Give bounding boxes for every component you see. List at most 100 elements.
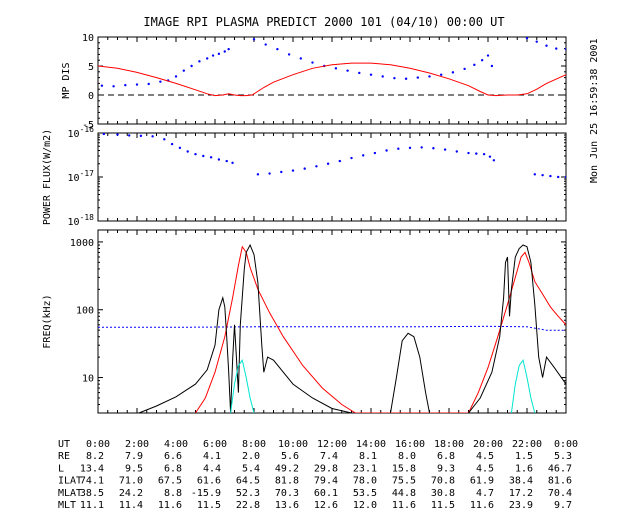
mp-distance-blue-point — [124, 83, 127, 87]
mp-distance-blue-point — [174, 75, 178, 78]
tick-exponent: -17 — [80, 169, 95, 178]
table-row-label: ILAT — [58, 476, 82, 487]
mp-distance-blue-2-point — [463, 67, 466, 71]
table-cell: 15.8 — [392, 463, 416, 474]
series-group — [102, 133, 566, 179]
power-flux-blue-3-point — [533, 173, 536, 176]
mp-distance-blue-point — [147, 82, 150, 86]
mp-distance-blue-2-point — [358, 71, 361, 75]
power-flux-blue-point — [209, 156, 213, 159]
table-cell: 70.8 — [431, 476, 455, 487]
power-flux-blue-point — [186, 150, 189, 153]
table-cell: 8.1 — [359, 451, 377, 462]
table-cell: 11.5 — [431, 500, 455, 511]
power-flux-blue-point — [151, 135, 154, 138]
orbit-table: UT 0:00 2:00 4:00 6:00 8:00 10:00 12:00 14:00 16:… — [58, 439, 578, 511]
table-cell: 53.5 — [353, 488, 377, 499]
table-cell: 1.6 — [515, 463, 533, 474]
black-left-line — [138, 243, 352, 413]
table-cell: 8.2 — [86, 451, 104, 462]
mp-distance-blue-2-point — [381, 75, 384, 78]
power-flux-blue-point — [128, 134, 131, 137]
table-cell: 14:00 — [356, 439, 386, 450]
mp-distance-blue-3-point — [535, 40, 538, 43]
mp-distance-blue-2-point — [473, 63, 476, 67]
table-cell: 18:00 — [434, 439, 464, 450]
table-cell: 81.6 — [548, 476, 572, 487]
table-cell: 78.0 — [353, 476, 377, 487]
table-cell: 23.1 — [353, 463, 377, 474]
table-cell: 0:00 — [554, 439, 578, 450]
mp-distance-blue-2-point — [369, 73, 373, 76]
mp-distance-blue-point — [190, 64, 193, 68]
power-flux-blue-2-point — [291, 169, 295, 172]
table-cell: 61.6 — [197, 476, 221, 487]
table-row-label: RE — [58, 451, 70, 462]
power-flux-blue-point — [231, 161, 234, 165]
table-cell: 8.0 — [398, 451, 416, 462]
table-cell: 44.8 — [392, 488, 416, 499]
y-tick-label: 10-17 — [68, 169, 95, 184]
table-cell: 9.7 — [554, 500, 572, 511]
black-right-line — [468, 244, 566, 413]
table-cell: 61.9 — [470, 476, 494, 487]
table-cell: 13.6 — [275, 500, 299, 511]
table-cell: 0:00 — [86, 439, 110, 450]
table-cell: 79.4 — [314, 476, 338, 487]
cyan-left-line — [230, 359, 255, 413]
table-row-label: MLAT — [58, 488, 82, 499]
mp-distance-blue-2-point — [287, 53, 291, 56]
mp-distance-blue-point — [159, 80, 162, 83]
power-flux-blue-point — [139, 134, 143, 138]
mp-distance-blue-point — [227, 47, 230, 51]
blue-flat-line — [98, 325, 566, 331]
power-flux-blue-3-point — [549, 174, 552, 178]
y-tick-label: 10 — [82, 374, 94, 385]
power-flux-blue-2-point — [420, 146, 423, 149]
mp-distance-blue-point — [100, 84, 104, 87]
table-cell: 30.8 — [431, 488, 455, 499]
mp-distance-blue-point — [198, 60, 201, 63]
y-tick-label: 10-18 — [68, 213, 95, 228]
mp-distance-blue-2-point — [440, 73, 443, 76]
power-flux-blue-2-point — [303, 167, 306, 170]
table-cell: 8.8 — [164, 488, 182, 499]
power-flux-blue-2-point — [268, 172, 271, 175]
figure-title: IMAGE RPI PLASMA PREDICT 2000 101 (04/10… — [143, 15, 504, 29]
table-cell: 38.4 — [509, 476, 533, 487]
table-cell: 11.6 — [470, 500, 494, 511]
table-cell: 71.0 — [119, 476, 143, 487]
table-cell: 11.4 — [119, 500, 143, 511]
panel-frame — [97, 229, 567, 414]
power-flux-blue-2-point — [326, 162, 330, 165]
series-group — [98, 243, 566, 413]
mp-distance-blue-2-point — [428, 75, 431, 78]
y-tick-label: 10-16 — [68, 125, 95, 140]
mp-distance-blue-point — [206, 57, 209, 60]
mp-distance-blue-3-point — [555, 47, 558, 50]
tick-base: 10 — [68, 129, 80, 140]
table-cell: 22:00 — [512, 439, 542, 450]
table-cell: 38.5 — [80, 488, 104, 499]
power-flux-blue-point — [178, 146, 182, 150]
y-tick-label: 100 — [76, 306, 94, 317]
y-tick-label: 1000 — [70, 238, 94, 249]
table-cell: 6.8 — [164, 463, 182, 474]
table-cell: 75.5 — [392, 476, 416, 487]
power-flux-blue-point — [102, 133, 106, 136]
table-cell: 8:00 — [242, 439, 266, 450]
tick-base: 10 — [68, 217, 80, 228]
table-cell: 20:00 — [473, 439, 503, 450]
panel-frame — [97, 132, 567, 222]
mp-distance-blue-2-point — [264, 43, 267, 46]
mp-distance-blue-2-point — [490, 64, 494, 68]
table-cell: 13.4 — [80, 463, 104, 474]
table-cell: 70.3 — [275, 488, 299, 499]
table-cell: 11.6 — [392, 500, 416, 511]
table-cell: 24.2 — [119, 488, 143, 499]
frequency-panel: 1000 100 10 FREQ(kHz) — [42, 229, 567, 414]
power-flux-blue-point — [163, 138, 166, 141]
power-flux-blue-2-point — [492, 159, 496, 162]
y-tick-label: 5 — [88, 62, 94, 73]
